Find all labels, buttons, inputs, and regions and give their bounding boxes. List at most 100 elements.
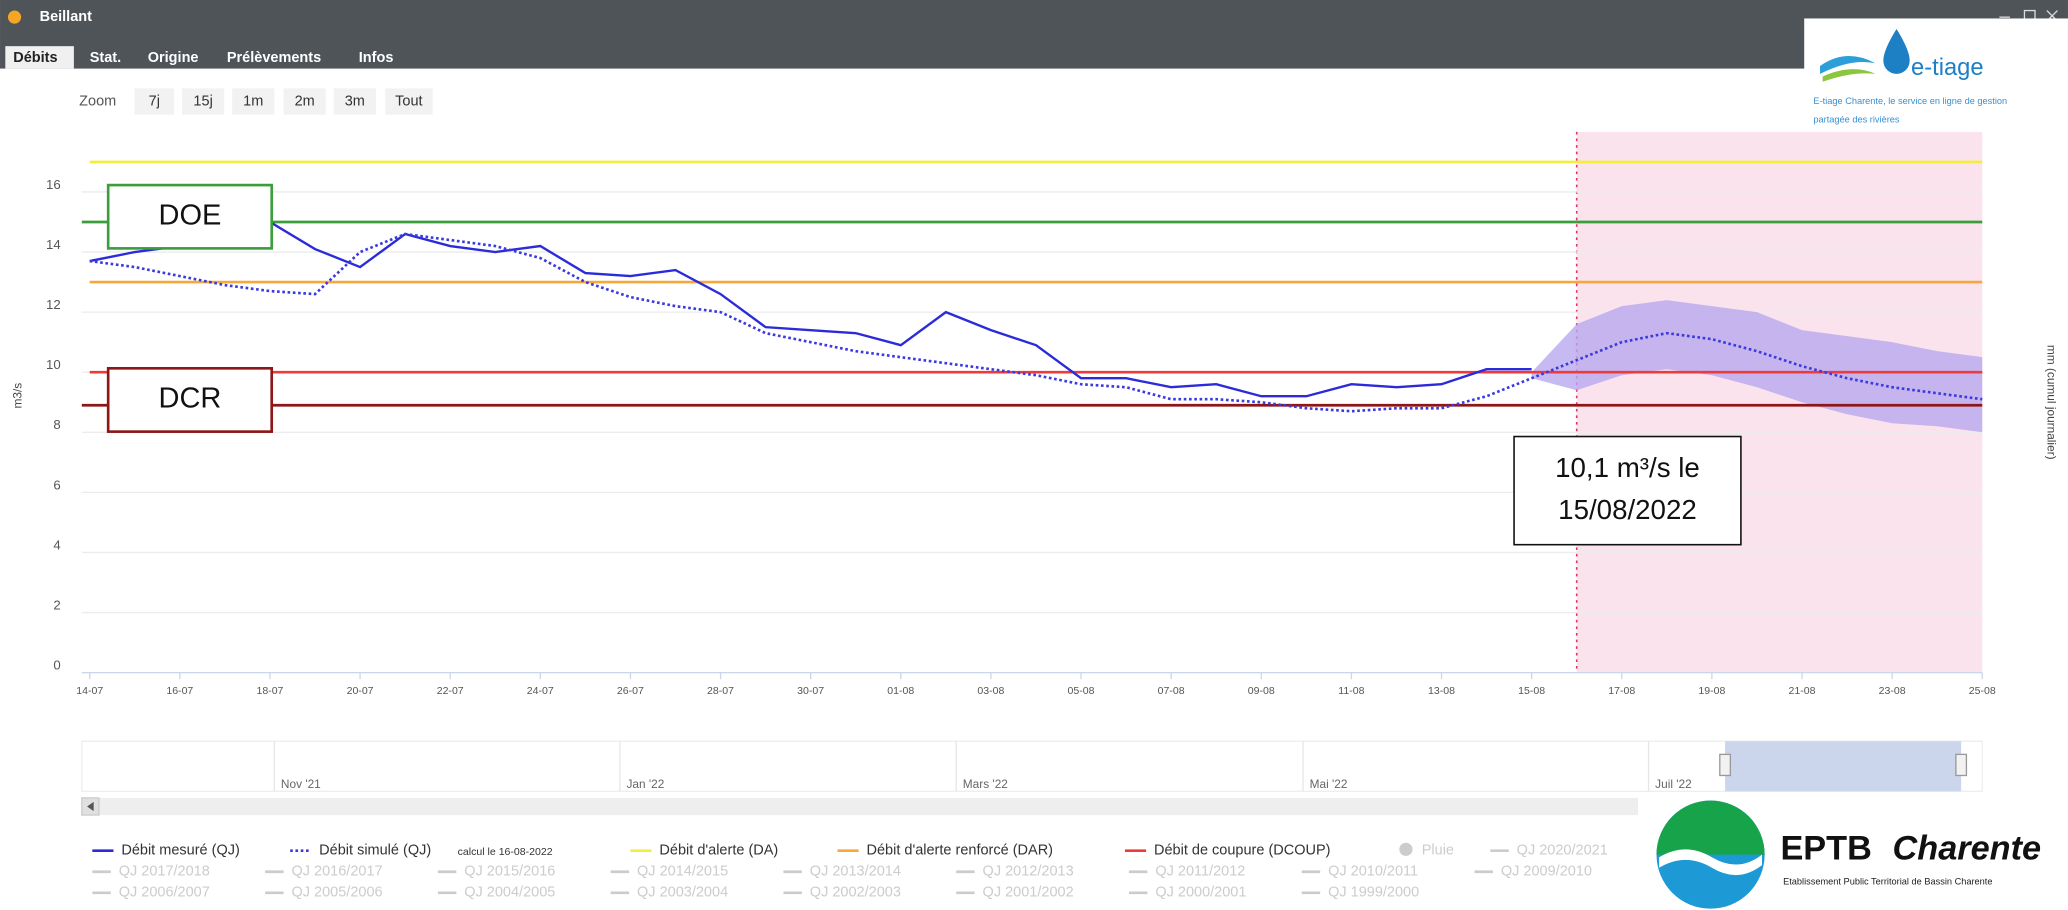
zoom-button[interactable]: [182, 88, 225, 115]
legend-item[interactable]: QJ 2020/2021: [1517, 842, 1608, 858]
series-line: [89, 220, 1532, 398]
legend-item[interactable]: QJ 2014/2015: [637, 864, 728, 880]
series-line: [89, 232, 1983, 413]
zoom-button[interactable]: [232, 88, 275, 115]
navigator-handle[interactable]: [1955, 753, 1968, 777]
zoom-label: Zoom: [79, 93, 116, 109]
zoom-button-label[interactable]: 3m: [345, 93, 365, 109]
navigator-handle[interactable]: [1719, 753, 1732, 777]
x-tick-label: 05-08: [1068, 685, 1095, 697]
zoom-button-label[interactable]: 1m: [243, 93, 263, 109]
etiage-wave: [1822, 69, 1876, 82]
y-tick-label: 14: [46, 237, 61, 252]
legend-item[interactable]: QJ 2009/2010: [1501, 864, 1592, 880]
tab-active[interactable]: [5, 46, 74, 69]
etiage-wave: [1820, 56, 1876, 74]
eptb-name: EPTB: [1780, 830, 1871, 868]
x-tick-label: 22-07: [437, 685, 464, 697]
x-tick-label: 24-07: [527, 685, 554, 697]
tab[interactable]: Infos: [359, 50, 394, 66]
y-tick-label: 2: [53, 597, 60, 612]
x-tick-label: 30-07: [797, 685, 824, 697]
tab[interactable]: Stat.: [90, 50, 121, 66]
legend-item[interactable]: QJ 2016/2017: [291, 864, 382, 880]
navigator-label: Jan '22: [626, 777, 664, 791]
x-tick-label: 17-08: [1608, 685, 1635, 697]
legend-item[interactable]: QJ 2015/2016: [464, 864, 555, 880]
etiage-tagline: E-tiage Charente, le service en ligne de…: [1813, 96, 2007, 106]
x-tick-label: 26-07: [617, 685, 644, 697]
y2-axis-label: mm (cumul journalier): [2045, 345, 2059, 460]
legend-item[interactable]: QJ 2005/2006: [291, 885, 382, 901]
uncertainty-band: [1531, 300, 1983, 433]
legend-item[interactable]: QJ 2004/2005: [464, 885, 555, 901]
legend-item[interactable]: QJ 2000/2001: [1155, 885, 1246, 901]
legend-item[interactable]: QJ 2011/2012: [1155, 864, 1245, 880]
zoom-button[interactable]: [134, 88, 175, 115]
y-tick-label: 6: [53, 477, 60, 492]
legend-item[interactable]: QJ 2017/2018: [119, 864, 210, 880]
legend-item[interactable]: QJ 2003/2004: [637, 885, 728, 901]
etiage-name: e-tiage: [1911, 55, 1984, 81]
legend-item[interactable]: QJ 2012/2013: [983, 864, 1074, 880]
navigator-label: Mars '22: [963, 777, 1008, 791]
x-tick-label: 28-07: [707, 685, 734, 697]
eptb-logo-wave: [1659, 849, 1762, 876]
x-tick-label: 15-08: [1518, 685, 1545, 697]
legend-item[interactable]: Débit de coupure (DCOUP): [1154, 842, 1331, 858]
reference-box: [106, 183, 274, 250]
x-tick-label: 11-08: [1338, 685, 1364, 697]
x-tick-label: 03-08: [977, 685, 1004, 697]
zoom-button-label[interactable]: Tout: [395, 93, 422, 109]
y-tick-label: 4: [53, 537, 60, 552]
legend-item[interactable]: Débit d'alerte renforcé (DAR): [867, 842, 1054, 858]
tab[interactable]: Prélèvements: [227, 50, 321, 66]
tab[interactable]: Origine: [148, 50, 199, 66]
reference-box: [106, 367, 274, 433]
y-tick-label: 0: [53, 657, 60, 672]
legend-item[interactable]: Pluie: [1422, 842, 1454, 858]
legend-note: calcul le 16-08-2022: [458, 846, 553, 858]
zoom-button[interactable]: [385, 88, 433, 115]
legend-item[interactable]: QJ 2013/2014: [810, 864, 901, 880]
y-tick-label: 10: [46, 357, 61, 372]
reference-label: DCR: [159, 383, 222, 415]
app-icon: [7, 10, 22, 24]
eptb-subtitle: Etablissement Public Territorial de Bass…: [1783, 877, 1992, 887]
scrollbar[interactable]: [81, 797, 1639, 816]
reference-label: DOE: [159, 199, 222, 231]
x-tick-label: 07-08: [1158, 685, 1185, 697]
x-tick-label: 13-08: [1428, 685, 1455, 697]
legend-item[interactable]: QJ 2001/2002: [983, 885, 1074, 901]
y-tick-label: 16: [46, 177, 61, 192]
window-title: Beillant: [40, 9, 93, 25]
etiage-drop: [1883, 29, 1910, 74]
y-axis-label: m3/s: [11, 383, 25, 409]
legend-item[interactable]: QJ 2006/2007: [119, 885, 210, 901]
y-tick-label: 8: [53, 417, 60, 432]
y-tick-label: 12: [46, 297, 61, 312]
legend-symbol: [1399, 842, 1413, 856]
navigator-label: Mai '22: [1310, 777, 1348, 791]
legend-item[interactable]: QJ 1999/2000: [1328, 885, 1419, 901]
legend-item[interactable]: QJ 2002/2003: [810, 885, 901, 901]
x-tick-label: 14-07: [76, 685, 103, 697]
x-tick-label: 23-08: [1879, 685, 1906, 697]
zoom-button-label[interactable]: 2m: [295, 93, 315, 109]
tab[interactable]: Débits: [13, 50, 57, 66]
zoom-button-label[interactable]: 15j: [193, 93, 212, 109]
legend-item[interactable]: Débit simulé (QJ): [319, 842, 431, 858]
navigator-selection[interactable]: [1725, 741, 1962, 792]
zoom-button-label[interactable]: 7j: [149, 93, 160, 109]
zoom-button[interactable]: [333, 88, 376, 115]
legend-item[interactable]: Débit mesuré (QJ): [121, 842, 239, 858]
x-tick-label: 21-08: [1789, 685, 1816, 697]
annotation-text: 15/08/2022: [1558, 494, 1697, 525]
navigator[interactable]: [81, 740, 1983, 792]
x-tick-label: 19-08: [1698, 685, 1725, 697]
legend-item[interactable]: Débit d'alerte (DA): [659, 842, 778, 858]
zoom-button[interactable]: [283, 88, 326, 115]
legend-item[interactable]: QJ 2010/2011: [1328, 864, 1418, 880]
